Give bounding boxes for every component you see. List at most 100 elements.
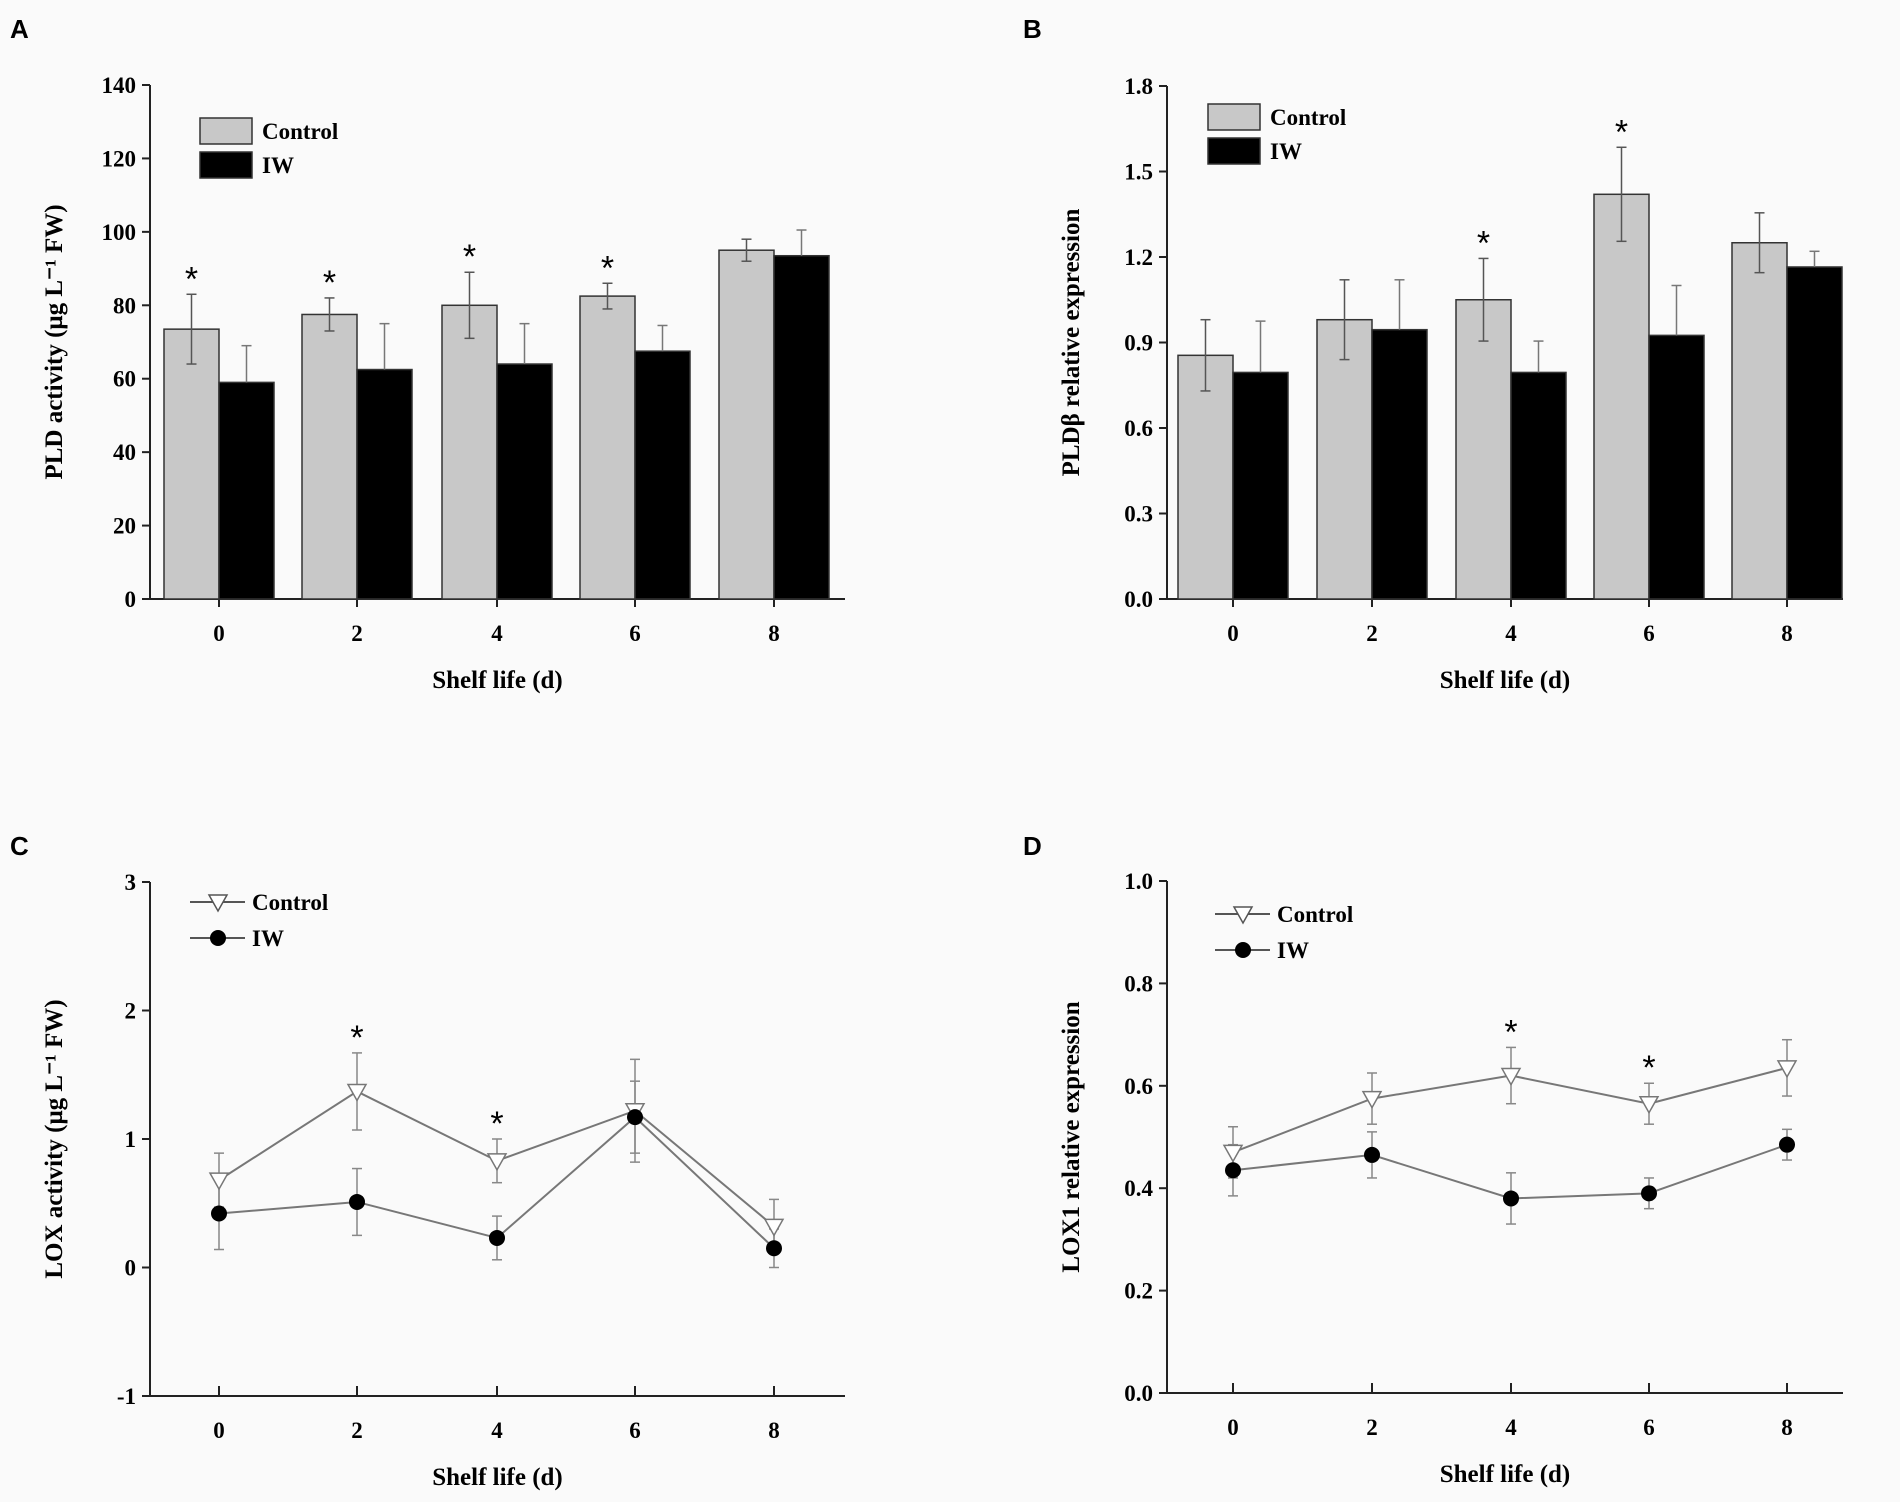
x-tick-label: 4: [491, 1418, 503, 1443]
marker-control: [1500, 1067, 1522, 1087]
significance-star: *: [350, 1019, 363, 1057]
bar-control: [1177, 354, 1234, 600]
y-tick-label: 1.5: [1124, 160, 1153, 185]
y-tick-label: 0.6: [1124, 416, 1153, 441]
marker-control: [1361, 1090, 1383, 1110]
legend-marker-control: [1232, 906, 1254, 925]
y-tick-label: 0.3: [1124, 502, 1153, 527]
x-tick-label: 2: [1366, 621, 1378, 646]
legend-label: IW: [262, 153, 294, 178]
marker-control: [1222, 1144, 1244, 1163]
y-tick-label: 0: [125, 1256, 137, 1281]
y-tick-label: 2: [125, 999, 137, 1024]
bar-iw: [634, 350, 691, 600]
x-tick-label: 8: [1781, 621, 1793, 646]
y-tick-label: 3: [125, 870, 137, 895]
y-tick-label: 0.0: [1124, 1381, 1153, 1406]
marker-control: [208, 1172, 230, 1191]
y-tick-label: 0.2: [1124, 1279, 1153, 1304]
x-tick-label: 0: [213, 621, 225, 646]
y-tick-label: 1: [125, 1127, 137, 1152]
legend-marker-iw: [1235, 942, 1251, 958]
legend-label: IW: [252, 926, 284, 951]
bar-control: [579, 295, 636, 600]
legend-swatch-control: [1207, 103, 1261, 131]
x-tick-label: 0: [213, 1418, 225, 1443]
significance-star: *: [1504, 1013, 1517, 1051]
legend-label: Control: [262, 119, 338, 144]
x-tick-label: 6: [1643, 621, 1655, 646]
y-tick-label: 140: [102, 73, 137, 98]
legend-swatch-iw: [199, 151, 253, 179]
panel-d: D 0.0 0.2 0.4 0.6 0.8 1.0 0 2 4 6 8 Shelf life (d) LO…: [1023, 831, 1843, 1488]
x-tick-label: 6: [1643, 1415, 1655, 1440]
y-tick-label: 0.0: [1124, 587, 1153, 612]
bar-iw: [773, 254, 830, 600]
significance-star: *: [490, 1105, 503, 1143]
legend-label: Control: [1270, 105, 1346, 130]
panel-a: A 0 20 40 60 80 100 120 140 0 2 4 6 8 Shelf life (d) PL…: [10, 14, 845, 694]
y-tick-label: 120: [102, 146, 137, 171]
significance-star: *: [1642, 1049, 1655, 1087]
y-tick-label: 20: [113, 514, 136, 539]
panel-letter: D: [1023, 831, 1042, 861]
bar-control: [301, 313, 358, 600]
legend-label: IW: [1270, 139, 1302, 164]
x-tick-label: 8: [768, 1418, 780, 1443]
marker-iw: [766, 1240, 782, 1257]
y-tick-label: 60: [113, 367, 136, 392]
y-tick-label: 0: [125, 587, 137, 612]
bar-control: [1316, 318, 1373, 600]
y-tick-label: 40: [113, 440, 136, 465]
significance-star: *: [601, 249, 614, 287]
bar-iw: [1232, 371, 1289, 600]
bar-iw: [1510, 371, 1567, 600]
legend-marker-control: [207, 894, 229, 913]
marker-iw: [1225, 1162, 1241, 1179]
legend-label: Control: [252, 890, 328, 915]
marker-iw: [1364, 1146, 1380, 1163]
significance-star: *: [185, 260, 198, 298]
y-tick-label: 0.4: [1124, 1176, 1153, 1201]
bar-iw: [218, 381, 275, 600]
significance-star: *: [463, 238, 476, 276]
x-tick-label: 6: [629, 621, 641, 646]
series-line-iw: [1232, 1143, 1788, 1200]
marker-control: [486, 1153, 508, 1172]
marker-iw: [489, 1229, 505, 1246]
significance-star: *: [323, 264, 336, 302]
y-tick-label: 80: [113, 293, 136, 318]
x-tick-label: 0: [1227, 1415, 1239, 1440]
x-tick-label: 4: [491, 621, 503, 646]
bar-control: [441, 304, 498, 600]
legend-marker-iw: [210, 930, 226, 946]
x-axis-title: Shelf life (d): [432, 1464, 563, 1491]
y-axis-title: LOX activity (μg L⁻¹ FW): [41, 999, 68, 1278]
y-tick-label: 1.0: [1124, 869, 1153, 894]
significance-star: *: [1615, 113, 1628, 151]
panel-letter: A: [10, 14, 29, 44]
y-axis-title: PLD activity (μg L⁻¹ FW): [41, 204, 68, 479]
marker-iw: [211, 1205, 227, 1222]
y-axis-title: LOX1 relative expression: [1058, 1001, 1085, 1272]
marker-control: [763, 1218, 785, 1237]
bar-iw: [1786, 266, 1843, 600]
marker-control: [346, 1083, 368, 1102]
x-tick-label: 2: [351, 1418, 363, 1443]
y-tick-label: 100: [102, 220, 137, 245]
x-tick-label: 8: [768, 621, 780, 646]
panel-letter: C: [10, 831, 29, 861]
bar-control: [1593, 193, 1650, 600]
marker-iw: [627, 1109, 643, 1126]
legend-swatch-iw: [1207, 137, 1261, 165]
marker-iw: [1641, 1185, 1657, 1202]
marker-iw: [1779, 1136, 1795, 1153]
x-tick-label: 6: [629, 1418, 641, 1443]
x-tick-label: 8: [1781, 1415, 1793, 1440]
marker-control: [1776, 1060, 1798, 1079]
legend-swatch-control: [199, 117, 253, 145]
marker-iw: [349, 1193, 365, 1210]
bar-control: [163, 328, 220, 600]
x-axis-title: Shelf life (d): [432, 667, 563, 694]
